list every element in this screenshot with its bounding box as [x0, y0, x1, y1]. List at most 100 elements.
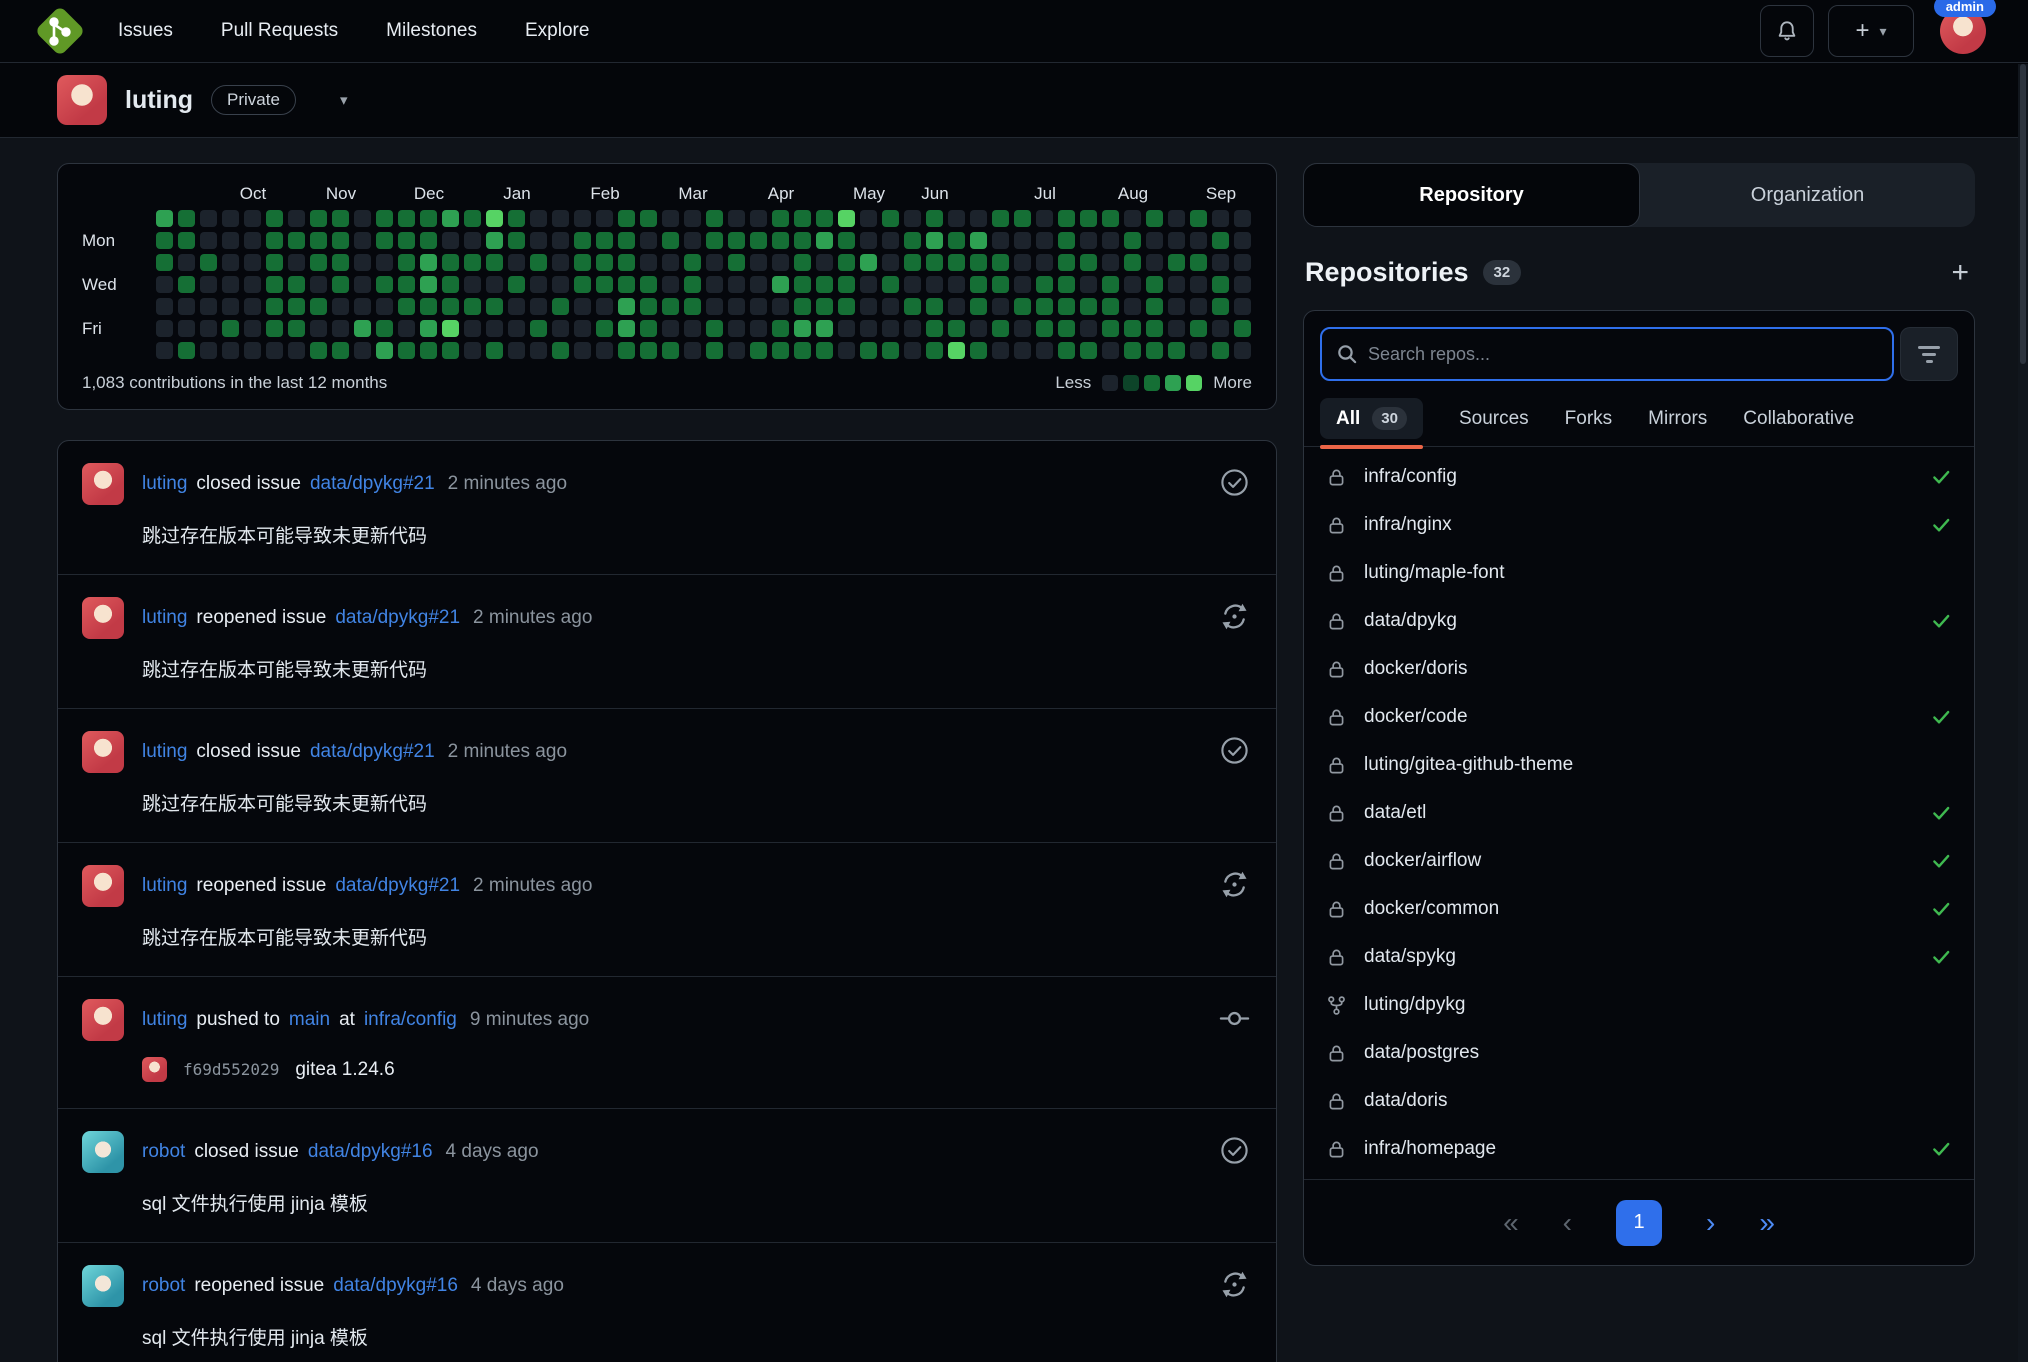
repo-row[interactable]: data/dpykg: [1304, 597, 1974, 645]
repo-row[interactable]: infra/homepage: [1304, 1125, 1974, 1173]
repo-name[interactable]: luting/maple-font: [1364, 562, 1505, 583]
add-repository-button[interactable]: +: [1951, 255, 1969, 289]
repo-row[interactable]: luting/gitea-github-theme: [1304, 741, 1974, 789]
heatmap-cell: [618, 210, 635, 227]
repo-name[interactable]: luting/gitea-github-theme: [1364, 754, 1574, 775]
repo-row[interactable]: docker/common: [1304, 885, 1974, 933]
tab-repository[interactable]: Repository: [1303, 163, 1640, 227]
repo-name[interactable]: infra/homepage: [1364, 1138, 1497, 1159]
repo-row[interactable]: data/doris: [1304, 1077, 1974, 1125]
feed-repo-link[interactable]: infra/config: [363, 1009, 457, 1030]
heatmap-cell: [354, 320, 371, 337]
avatar[interactable]: [82, 597, 124, 639]
avatar[interactable]: [82, 1265, 124, 1307]
heatmap-cell: [1124, 254, 1141, 271]
repo-name[interactable]: data/spykg: [1364, 946, 1456, 967]
commit-hash[interactable]: f69d552029: [183, 1060, 280, 1079]
repo-row[interactable]: data/spykg: [1304, 933, 1974, 981]
feed-repo-link[interactable]: data/dpykg#21: [335, 875, 461, 896]
repo-row[interactable]: infra/config: [1304, 453, 1974, 501]
create-new-button[interactable]: + ▾: [1828, 5, 1914, 57]
feed-repo-link[interactable]: data/dpykg#21: [309, 473, 435, 494]
avatar[interactable]: [82, 999, 124, 1041]
page-title[interactable]: luting: [125, 85, 194, 114]
heatmap-cell: [860, 232, 877, 249]
heatmap-cell: [1014, 298, 1031, 315]
repo-name[interactable]: infra/nginx: [1364, 514, 1452, 535]
pagination-first-button[interactable]: «: [1503, 1206, 1519, 1238]
feed-user-link[interactable]: robot: [142, 1275, 186, 1296]
heatmap-cell: [552, 232, 569, 249]
heatmap-cell: [200, 232, 217, 249]
pagination-last-button[interactable]: »: [1759, 1206, 1775, 1238]
feed-repo-link[interactable]: data/dpykg#21: [309, 741, 435, 762]
feed-repo-link[interactable]: data/dpykg#16: [307, 1141, 433, 1162]
heatmap-cell: [442, 232, 459, 249]
filter-tab-mirrors[interactable]: Mirrors: [1648, 408, 1707, 430]
chevron-down-icon[interactable]: ▾: [339, 92, 348, 109]
repo-name[interactable]: docker/airflow: [1364, 850, 1482, 871]
avatar[interactable]: [82, 731, 124, 773]
repo-row[interactable]: docker/code: [1304, 693, 1974, 741]
filter-tab-label: Mirrors: [1648, 407, 1708, 429]
filter-button[interactable]: [1900, 327, 1958, 381]
repo-name[interactable]: luting/dpykg: [1364, 994, 1466, 1015]
top-navbar: Issues Pull Requests Milestones Explore + ▾…: [0, 0, 2028, 63]
heatmap-month-aug: Aug: [1117, 184, 1149, 203]
notifications-button[interactable]: [1760, 5, 1814, 57]
avatar[interactable]: [82, 1131, 124, 1173]
feed-user-link[interactable]: luting: [142, 875, 188, 896]
heatmap-cell: [816, 254, 833, 271]
repo-row[interactable]: docker/doris: [1304, 645, 1974, 693]
repo-name[interactable]: docker/doris: [1364, 658, 1468, 679]
repo-name[interactable]: data/etl: [1364, 802, 1427, 823]
filter-tab-collaborative[interactable]: Collaborative: [1743, 408, 1854, 430]
nav-link-explore[interactable]: Explore: [524, 20, 590, 41]
repo-name[interactable]: data/dpykg: [1364, 610, 1457, 631]
heatmap-cell: [1102, 320, 1119, 337]
pagination-page-1[interactable]: 1: [1616, 1199, 1662, 1246]
repo-name[interactable]: docker/code: [1364, 706, 1468, 727]
feed-user-link[interactable]: robot: [142, 1141, 186, 1162]
feed-user-link[interactable]: luting: [142, 741, 188, 762]
filter-tab-all[interactable]: All 30: [1320, 398, 1423, 449]
feed-branch-link[interactable]: main: [288, 1009, 331, 1030]
feed-action: reopened issue: [196, 607, 327, 628]
heatmap-cell: [662, 232, 679, 249]
heatmap-cell: [464, 276, 481, 293]
pagination-next-button[interactable]: ›: [1706, 1206, 1716, 1238]
avatar[interactable]: [82, 865, 124, 907]
repo-name[interactable]: infra/config: [1364, 466, 1457, 487]
repo-name[interactable]: docker/common: [1364, 898, 1500, 919]
user-menu[interactable]: admin: [1933, 0, 1996, 54]
feed-repo-link[interactable]: data/dpykg#21: [335, 607, 461, 628]
feed-repo-link[interactable]: data/dpykg#16: [333, 1275, 458, 1296]
repo-name[interactable]: data/doris: [1364, 1090, 1448, 1111]
repo-row[interactable]: luting/dpykg: [1304, 981, 1974, 1029]
gitea-logo-icon[interactable]: [34, 5, 86, 57]
tab-organization[interactable]: Organization: [1750, 183, 1865, 206]
filter-tab-sources[interactable]: Sources: [1459, 408, 1529, 430]
feed-user-link[interactable]: luting: [142, 473, 188, 494]
avatar[interactable]: [57, 75, 107, 125]
feed-action: closed issue: [196, 473, 301, 494]
window-scrollbar[interactable]: [2018, 64, 2028, 1362]
repo-row[interactable]: docker/airflow: [1304, 837, 1974, 885]
repo-row[interactable]: data/postgres: [1304, 1029, 1974, 1077]
feed-body-text: 跳过存在版本可能导致未更新代码: [142, 928, 428, 949]
filter-tab-forks[interactable]: Forks: [1565, 408, 1613, 430]
repo-row[interactable]: luting/maple-font: [1304, 549, 1974, 597]
heatmap-cell: [332, 342, 349, 359]
repo-name[interactable]: data/postgres: [1364, 1042, 1480, 1063]
repo-row[interactable]: infra/nginx: [1304, 501, 1974, 549]
heatmap-cell: [1124, 232, 1141, 249]
nav-link-issues[interactable]: Issues: [118, 20, 173, 41]
search-input[interactable]: [1368, 343, 1878, 365]
avatar[interactable]: [82, 463, 124, 505]
feed-user-link[interactable]: luting: [142, 607, 188, 628]
nav-link-milestones[interactable]: Milestones: [386, 20, 477, 41]
feed-user-link[interactable]: luting: [142, 1009, 188, 1030]
pagination-prev-button[interactable]: ‹: [1562, 1206, 1572, 1238]
repo-row[interactable]: data/etl: [1304, 789, 1974, 837]
nav-link-pull-requests[interactable]: Pull Requests: [220, 20, 339, 41]
